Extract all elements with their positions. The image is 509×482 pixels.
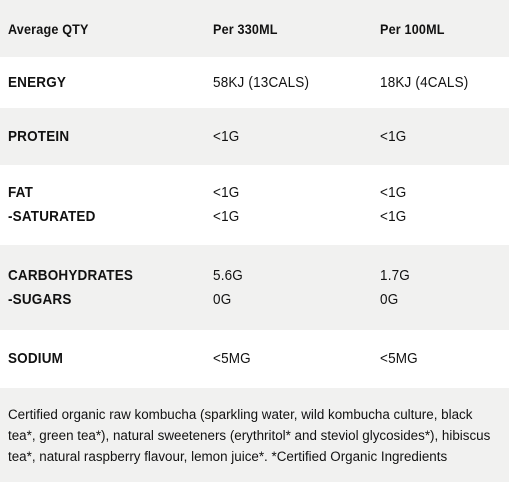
header-cell: Per 330ML — [213, 17, 380, 41]
header-cell: Average QTY — [8, 17, 213, 41]
table-cell: 1.7G 0G — [380, 264, 501, 312]
nutrient-label: CARBOHYDRATES — [8, 266, 134, 284]
table-row: CARBOHYDRATES -SUGARS 5.6G 0G 1.7G 0G — [0, 245, 509, 330]
table-cell: SODIUM — [8, 347, 213, 371]
nutrient-label: FAT — [8, 184, 34, 201]
nutrient-value: <1G — [380, 208, 407, 225]
nutrient-value: <1G — [380, 184, 407, 201]
nutrient-value: 18KJ (4CALS) — [380, 73, 469, 91]
table-cell: ENERGY — [8, 71, 213, 95]
table-row: PROTEIN <1G <1G — [0, 108, 509, 165]
table-cell: 58KJ (13CALS) — [213, 71, 380, 95]
nutrient-label: ENERGY — [8, 73, 67, 91]
header-text: Per 330ML — [213, 20, 278, 37]
table-cell: <5MG — [380, 347, 501, 371]
nutrient-value: 0G — [213, 290, 232, 308]
header-row: Average QTY Per 330ML Per 100ML — [0, 0, 509, 57]
nutrient-value: 58KJ (13CALS) — [213, 73, 310, 91]
nutrient-value: <1G — [213, 184, 240, 201]
nutrient-value: <1G — [380, 127, 407, 145]
nutrition-table: Average QTY Per 330ML Per 100ML ENERGY 58KJ … — [0, 0, 509, 388]
nutrient-value: 0G — [380, 290, 399, 308]
table-cell: CARBOHYDRATES -SUGARS — [8, 264, 213, 312]
table-row: SODIUM <5MG <5MG — [0, 330, 509, 388]
nutrient-value: 1.7G — [380, 266, 410, 284]
table-cell: <1G — [213, 125, 380, 149]
header-cell: Per 100ML — [380, 17, 501, 41]
table-cell: FAT -SATURATED — [8, 181, 213, 229]
nutrient-value: <5MG — [380, 350, 418, 367]
table-cell: <5MG — [213, 347, 380, 371]
header-text: Per 100ML — [380, 20, 445, 37]
table-cell: <1G <1G — [380, 181, 501, 229]
nutrient-label: PROTEIN — [8, 127, 70, 145]
nutrient-label: SODIUM — [8, 350, 64, 367]
table-cell: 5.6G 0G — [213, 264, 380, 312]
header-text: Average QTY — [8, 20, 89, 37]
nutrient-value: <1G — [213, 127, 240, 145]
nutrient-value: <5MG — [213, 350, 251, 367]
table-cell: PROTEIN — [8, 125, 213, 149]
table-cell: <1G — [380, 125, 501, 149]
nutrient-label: -SUGARS — [8, 290, 72, 308]
nutrient-value: 5.6G — [213, 266, 243, 284]
ingredients: Certified organic raw kombucha (sparklin… — [0, 388, 509, 482]
table-cell: 18KJ (4CALS) — [380, 71, 501, 95]
table-row: ENERGY 58KJ (13CALS) 18KJ (4CALS) — [0, 57, 509, 108]
table-row: FAT -SATURATED <1G <1G <1G <1G — [0, 165, 509, 245]
table-cell: <1G <1G — [213, 181, 380, 229]
nutrient-value: <1G — [213, 208, 240, 225]
nutrient-label: -SATURATED — [8, 208, 96, 225]
